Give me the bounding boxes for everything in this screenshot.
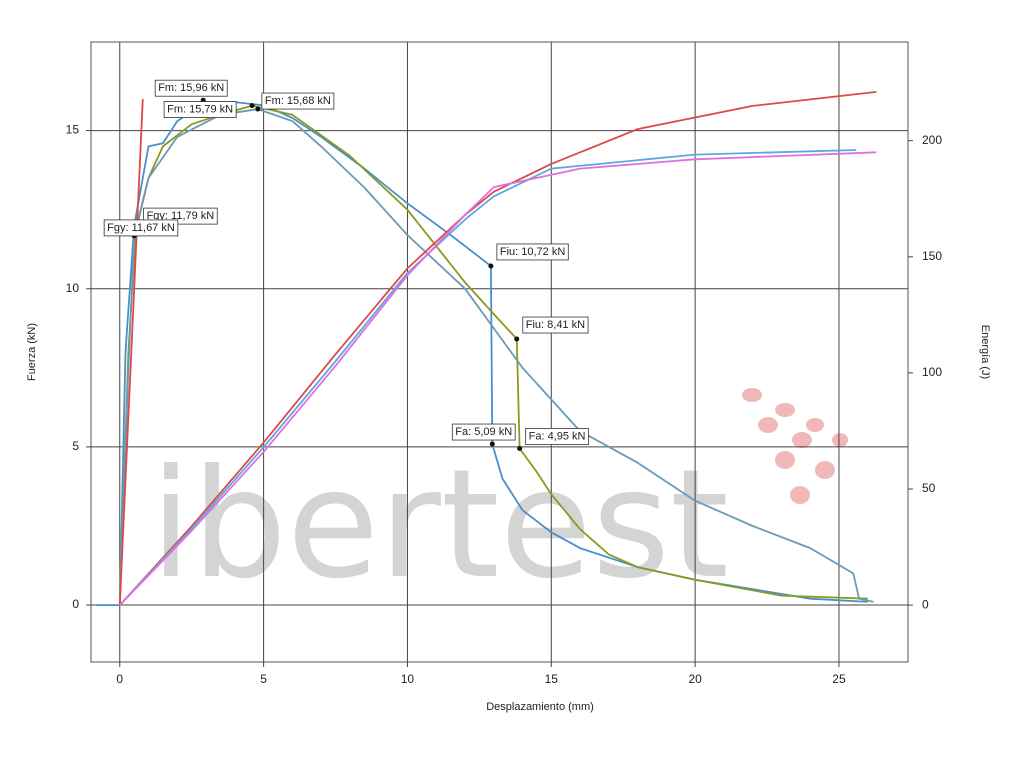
x-tick-label: 15 [545,672,559,686]
annotation-point [517,445,523,451]
y-tick-label: 0 [72,597,79,611]
x-tick-label: 0 [116,672,123,686]
y2-tick-label: 100 [922,365,942,379]
annotation-label: Fm: 15,68 kN [265,95,331,107]
x-tick-label: 5 [260,672,267,686]
y2-tick-label: 50 [922,481,936,495]
annotation-box [154,79,228,97]
y2-axis-label: Energía (J) [979,325,991,379]
annotation: Fiu: 10,72 kN [488,243,569,269]
annotation-point [489,441,495,447]
annotation-box [522,316,589,334]
annotation-label: Fm: 15,79 kN [167,103,233,115]
annotation: Fa: 4,95 kN [517,428,589,451]
annotation-box [163,101,237,118]
y2-tick-label: 0 [922,597,929,611]
watermark-dots [742,388,848,504]
y-axis-label: Fuerza (kN) [26,323,38,381]
y-tick-label: 15 [66,123,80,137]
watermark: ibertest [150,438,729,612]
y2-tick-label: 150 [922,249,942,263]
annotation-point [255,106,261,112]
annotation-label: Fgy: 11,67 kN [107,222,175,234]
x-tick-label: 25 [832,672,846,686]
annotation-box [496,243,569,261]
data-line [118,108,874,606]
annotation-point [488,263,494,269]
annotation-label: Fiu: 8,41 kN [526,319,585,331]
annotation: Fa: 5,09 kN [451,423,516,447]
annotation-box [103,219,179,237]
x-tick-label: 20 [688,672,702,686]
plot-frame [90,41,909,663]
annotation-box [261,92,335,110]
annotation: Fiu: 8,41 kN [514,316,589,342]
annotation-label: Fa: 5,09 kN [455,426,512,438]
annotation-point [514,336,520,342]
annotation-label: Fm: 15,96 kN [158,82,224,94]
annotation: Fm: 15,79 kN [163,101,255,118]
annotation-point [249,103,255,109]
data-line [119,151,877,606]
annotation: Fm: 15,96 kN [154,79,228,103]
annotation-box [525,428,589,445]
data-line [118,98,144,606]
x-tick-label: 10 [401,672,415,686]
annotation: Fm: 15,68 kN [255,92,335,112]
annotation: Fgy: 11,67 kN [103,219,179,239]
data-line [118,104,868,606]
annotation-label: Fgy: 11,79 kN [147,210,215,222]
y2-tick-label: 200 [922,133,942,147]
annotation-label: Fa: 4,95 kN [529,430,586,442]
annotation-label: Fiu: 10,72 kN [500,246,565,258]
y-tick-label: 10 [66,281,80,295]
annotation-box [451,423,516,441]
y-tick-label: 5 [72,439,79,453]
x-axis-label: Desplazamiento (mm) [486,701,594,713]
